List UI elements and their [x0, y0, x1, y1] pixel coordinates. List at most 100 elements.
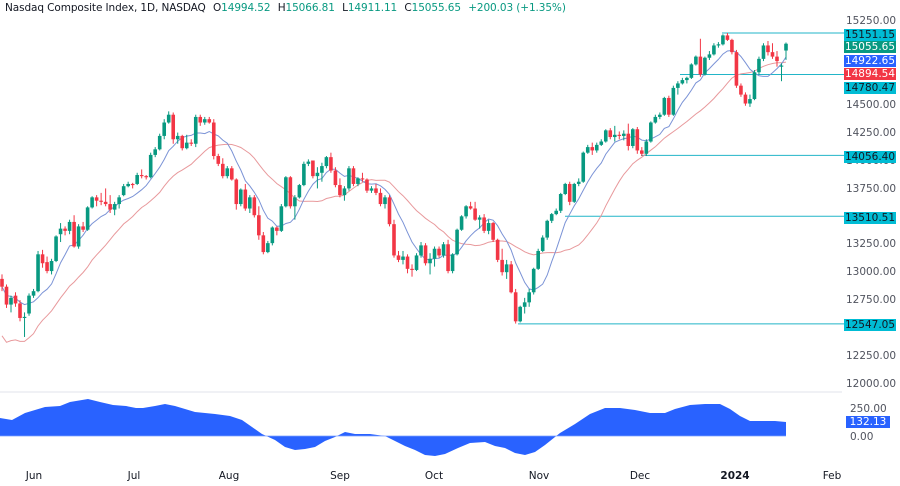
candle [676, 81, 680, 95]
price-tick: 13750.00 [846, 182, 897, 195]
candle [211, 119, 216, 160]
slow-moving-average [1, 61, 787, 343]
candle [635, 126, 640, 154]
candle [261, 231, 266, 255]
candle [423, 243, 428, 266]
candle [446, 239, 450, 274]
candle [45, 256, 49, 274]
candle [184, 134, 189, 150]
candle [207, 116, 212, 124]
oscillator-tick: 250.00 [850, 403, 887, 415]
price-tick: 15250.00 [846, 15, 897, 27]
candle [549, 212, 554, 224]
candle [378, 188, 383, 207]
candle [748, 94, 752, 107]
candle [22, 312, 27, 337]
candle [473, 201, 477, 221]
candle [148, 152, 153, 179]
candle [612, 125, 617, 142]
candle [504, 259, 509, 279]
candle [567, 181, 572, 206]
candle [662, 96, 667, 116]
candle [419, 242, 423, 258]
open-value: 14994.52 [221, 2, 271, 14]
price-tick: 12000.00 [846, 377, 897, 390]
candle [175, 132, 180, 144]
candle [225, 166, 230, 179]
candle [315, 167, 320, 189]
candle [739, 83, 743, 97]
candle [590, 142, 595, 155]
candle [640, 147, 644, 157]
candle [284, 176, 288, 208]
low-label: L [342, 2, 348, 14]
candle [653, 114, 658, 124]
candle [0, 274, 4, 292]
candle [40, 249, 45, 268]
candle [540, 235, 545, 253]
candle [4, 284, 9, 308]
candle [288, 176, 293, 209]
candle [248, 195, 252, 213]
candle [193, 114, 198, 148]
candle [234, 178, 239, 210]
candle [644, 139, 649, 157]
time-tick: Jul [127, 470, 141, 482]
candle [275, 226, 279, 236]
candle [766, 40, 770, 56]
candle [450, 253, 455, 274]
price-tick: 14250.00 [846, 126, 897, 139]
candle [54, 235, 58, 263]
candle [658, 112, 662, 120]
candle [585, 144, 590, 154]
high-value: 15066.81 [285, 2, 335, 14]
candle [72, 215, 76, 248]
candle [85, 206, 90, 231]
candle [486, 219, 491, 235]
candle [266, 240, 270, 254]
candle [302, 161, 306, 187]
candle [671, 85, 676, 116]
candle [509, 261, 513, 294]
candle [703, 56, 707, 76]
candle [631, 128, 635, 149]
price-tag-ma-fast-value: 14922.65 [844, 55, 896, 67]
candle [536, 248, 540, 270]
candle [36, 250, 40, 293]
price-tick: 14500.00 [846, 98, 897, 111]
candle [342, 186, 347, 201]
candle [441, 242, 446, 258]
time-tick: Jun [25, 470, 43, 482]
candle [135, 172, 139, 186]
time-tick: Dec [629, 470, 651, 482]
candle [252, 195, 257, 218]
candle [387, 195, 392, 227]
candle [495, 238, 500, 263]
candle [18, 300, 22, 322]
open-label: O [212, 2, 222, 14]
candle [324, 156, 329, 169]
candle [572, 182, 577, 203]
candlestick-series [0, 33, 788, 337]
fast-moving-average [1, 49, 787, 306]
price-tag-level-13510: 13510.51 [844, 212, 896, 224]
candle [180, 134, 185, 151]
time-tick: Sep [330, 470, 350, 482]
candle [649, 121, 653, 143]
oscillator-tick: 0.00 [850, 431, 874, 443]
candle [545, 219, 549, 240]
low-value: 14911.11 [347, 2, 398, 14]
candle [103, 188, 108, 207]
candle [369, 186, 374, 193]
candle [752, 70, 757, 101]
symbol-name[interactable]: Nasdaq Composite Index, 1D, NASDAQ [5, 2, 206, 14]
candle [599, 139, 604, 146]
price-tick: 12250.00 [846, 350, 897, 363]
price-tag-last-price: 15055.65 [844, 41, 896, 53]
candle [270, 226, 275, 246]
candle [761, 43, 766, 62]
candle [757, 56, 761, 75]
candle [94, 195, 99, 207]
candle [76, 224, 81, 249]
